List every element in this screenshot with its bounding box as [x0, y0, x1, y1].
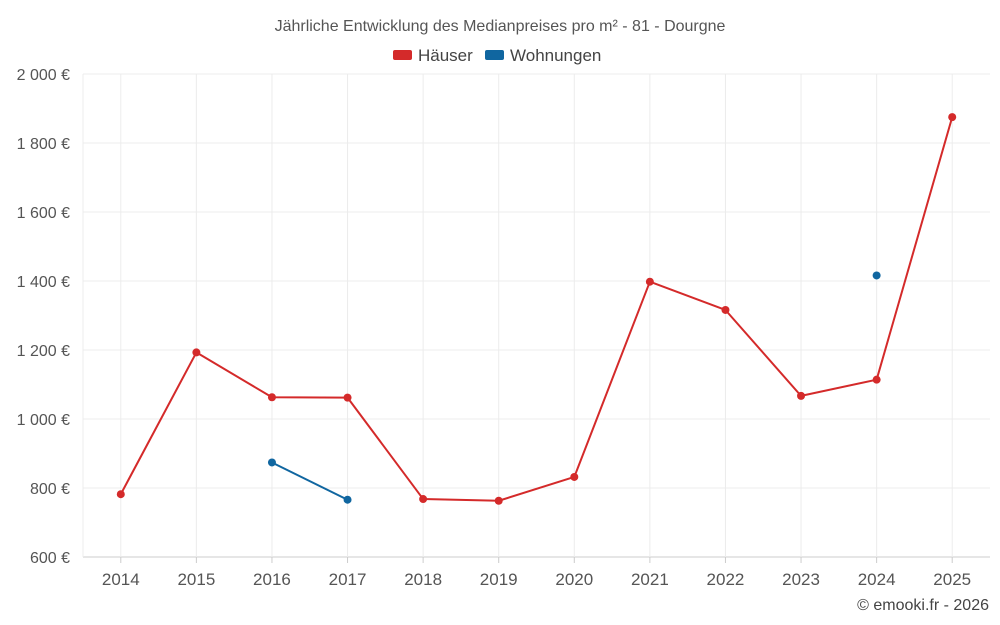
data-point-wohnungen[interactable]	[872, 271, 881, 280]
x-tick-label: 2019	[480, 570, 518, 589]
data-point-wohnungen[interactable]	[343, 495, 352, 504]
data-point-haeuser[interactable]	[645, 277, 654, 286]
x-axis: 2014 2015 2016 2017 2018 2019 2020 2021 2022 2023…	[102, 570, 971, 589]
x-tick-label: 2017	[329, 570, 367, 589]
data-point-haeuser[interactable]	[797, 391, 806, 400]
y-tick-label: 1 400 €	[17, 274, 70, 291]
y-tick-label: 1 200 €	[17, 343, 70, 360]
data-point-haeuser[interactable]	[343, 393, 352, 402]
x-tick-label: 2025	[933, 570, 971, 589]
legend: Häuser Wohnungen	[393, 46, 601, 65]
x-tick-label: 2022	[707, 570, 745, 589]
x-tick-label: 2015	[177, 570, 215, 589]
data-point-haeuser[interactable]	[948, 113, 957, 122]
grid	[82, 73, 990, 563]
data-point-haeuser[interactable]	[267, 393, 276, 402]
y-axis: 600 € 800 € 1 000 € 1 200 € 1 400 € 1 600 € 1 …	[17, 67, 70, 567]
legend-item-wohnungen[interactable]: Wohnungen	[485, 46, 601, 65]
x-tick-label: 2024	[858, 570, 896, 589]
legend-label-wohnungen: Wohnungen	[510, 46, 601, 65]
data-point-haeuser[interactable]	[494, 496, 503, 505]
y-tick-label: 2 000 €	[17, 67, 70, 84]
data-point-haeuser[interactable]	[570, 472, 579, 481]
legend-item-haeuser[interactable]: Häuser	[393, 46, 473, 65]
x-tick-label: 2021	[631, 570, 669, 589]
y-tick-label: 1 800 €	[17, 136, 70, 153]
y-tick-label: 800 €	[30, 481, 70, 498]
data-point-haeuser[interactable]	[192, 348, 201, 357]
y-tick-label: 1 600 €	[17, 205, 70, 222]
x-tick-label: 2023	[782, 570, 820, 589]
copyright-credit: © emooki.fr - 2026	[857, 597, 989, 614]
series-layer	[116, 113, 957, 505]
data-point-haeuser[interactable]	[721, 305, 730, 314]
series-line-haeuser	[119, 116, 954, 502]
chart-title: Jährliche Entwicklung des Medianpreises …	[275, 18, 726, 35]
x-tick-label: 2020	[555, 570, 593, 589]
data-point-wohnungen[interactable]	[267, 458, 276, 467]
y-tick-label: 1 000 €	[17, 412, 70, 429]
x-tick-label: 2016	[253, 570, 291, 589]
x-tick-label: 2018	[404, 570, 442, 589]
data-point-haeuser[interactable]	[872, 375, 881, 384]
data-point-haeuser[interactable]	[116, 490, 125, 499]
series-line-wohnungen	[271, 461, 348, 501]
x-tick-label: 2014	[102, 570, 140, 589]
legend-swatch-wohnungen	[485, 50, 504, 60]
legend-swatch-haeuser	[393, 50, 412, 60]
legend-label-haeuser: Häuser	[418, 46, 473, 65]
data-point-haeuser[interactable]	[419, 495, 428, 504]
y-tick-label: 600 €	[30, 550, 70, 567]
